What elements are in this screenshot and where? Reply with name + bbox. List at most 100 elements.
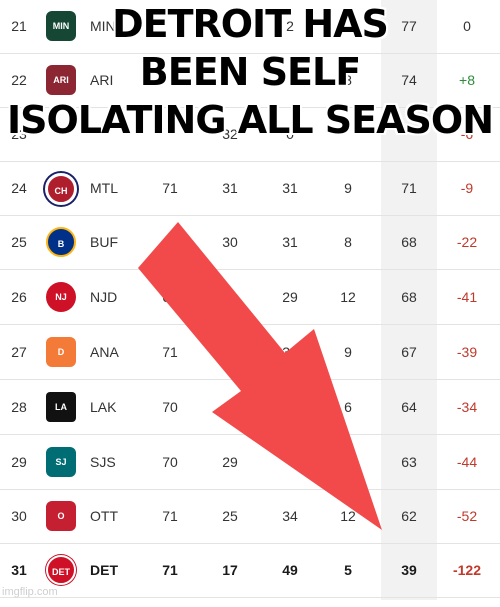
team-abbr: NJD	[90, 289, 118, 305]
games-played-cell: 71	[162, 344, 178, 360]
team-logo: MIN	[40, 0, 82, 53]
table-row[interactable]: 30 O OTT 71 25 34 12 62 -52	[0, 490, 500, 544]
games-played-cell	[142, 216, 198, 269]
points-cell: 39	[401, 562, 417, 578]
team-abbr: OTT	[90, 508, 118, 524]
goal-diff-cell: -41	[456, 289, 478, 305]
team-abbr: BUF	[90, 234, 118, 250]
team-abbr: MTL	[90, 180, 118, 196]
table-row[interactable]: 23 32 0 -6	[0, 108, 500, 162]
goal-diff-cell: -39	[456, 344, 478, 360]
meme-caption-line-1: DETROIT HAS	[112, 2, 389, 46]
wins-cell: 17	[222, 562, 238, 578]
rank-cell: 22	[11, 72, 27, 88]
points-cell: 64	[401, 399, 417, 415]
losses-cell: 29	[282, 289, 298, 305]
goal-diff-cell: -44	[456, 454, 478, 470]
points-cell: 68	[401, 234, 417, 250]
goal-diff-cell: +8	[459, 72, 475, 88]
wins-cell: 30	[222, 234, 238, 250]
points-cell: 71	[401, 180, 417, 196]
team-logo: SJ	[40, 436, 82, 489]
team-abbr: ARI	[90, 72, 114, 88]
points-cell: 77	[401, 18, 417, 34]
goal-diff-cell: 0	[463, 18, 471, 34]
goal-diff-cell: -22	[456, 234, 478, 250]
team-logo: O	[40, 490, 82, 543]
table-row[interactable]: 25 B BUF 30 31 8 68 -22	[0, 216, 500, 270]
points-cell: 74	[401, 72, 417, 88]
goal-diff-cell: -9	[460, 180, 474, 196]
overtime-losses-cell	[320, 436, 376, 489]
rank-cell: 26	[11, 289, 27, 305]
goal-diff-cell: -122	[452, 562, 482, 578]
sabres-logo: B	[46, 227, 76, 257]
table-row[interactable]: 21 MIN MIN 2 77 0	[0, 0, 500, 54]
table-row[interactable]: 22 ARI ARI 8 74 +8	[0, 54, 500, 108]
overtime-losses-cell: 6	[344, 399, 352, 415]
games-played-cell: 70	[162, 454, 178, 470]
team-abbr: ANA	[90, 344, 119, 360]
points-column-highlight	[381, 0, 437, 600]
red-wings-logo: DET	[46, 555, 76, 585]
meme-caption-line-3: ISOLATING ALL SEASON	[6, 98, 494, 142]
overtime-losses-cell: 9	[344, 180, 352, 196]
wins-cell: 31	[222, 180, 238, 196]
table-row[interactable]: 26 NJ NJD 69 8 29 12 68 -41	[0, 271, 500, 325]
team-logo: NJ	[40, 271, 82, 324]
losses-cell: 0	[286, 126, 294, 142]
team-logo: B	[40, 216, 82, 269]
rank-cell: 28	[11, 399, 27, 415]
goal-diff-cell: -6	[460, 126, 474, 142]
table-row[interactable]: 28 LA LAK 70 2 6 64 -34	[0, 381, 500, 435]
senators-logo: O	[46, 501, 76, 531]
team-abbr: DET	[90, 562, 118, 578]
rank-cell: 30	[11, 508, 27, 524]
wins-cell: 8	[226, 289, 234, 305]
wins-cell: 2	[226, 399, 234, 415]
rank-cell: 29	[11, 454, 27, 470]
team-logo: LA	[40, 381, 82, 434]
losses-cell	[262, 381, 318, 434]
team-abbr: LAK	[90, 399, 117, 415]
losses-cell: 2	[286, 18, 294, 34]
rank-cell: 25	[11, 234, 27, 250]
team-logo: D	[40, 326, 82, 379]
table-row[interactable]: 31 DET DET 71 17 49 5 39 -122	[0, 544, 500, 598]
rank-cell: 23	[11, 126, 27, 142]
goal-diff-cell: -34	[456, 399, 478, 415]
points-cell: 67	[401, 344, 417, 360]
ducks-logo: D	[46, 337, 76, 367]
losses-cell: 31	[282, 234, 298, 250]
table-row[interactable]: 24 CH MTL 71 31 31 9 71 -9	[0, 162, 500, 216]
overtime-losses-cell: 8	[344, 234, 352, 250]
meme-caption-line-2: BEEN SELF	[139, 50, 361, 94]
table-row[interactable]: 27 D ANA 71 33 9 67 -39	[0, 326, 500, 380]
team-abbr: MIN	[90, 18, 116, 34]
canadiens-logo: CH	[45, 173, 77, 205]
losses-cell: 33	[282, 344, 298, 360]
losses-cell	[262, 436, 318, 489]
rank-cell: 27	[11, 344, 27, 360]
losses-cell: 31	[282, 180, 298, 196]
losses-cell: 49	[282, 562, 298, 578]
team-logo: DET	[40, 544, 82, 597]
kings-logo: LA	[46, 392, 76, 422]
losses-cell: 34	[282, 508, 298, 524]
games-played-cell: 71	[162, 508, 178, 524]
points-cell: 68	[401, 289, 417, 305]
games-played-cell: 71	[162, 562, 178, 578]
wins-cell: 32	[222, 126, 238, 142]
points-cell: 63	[401, 454, 417, 470]
games-played-cell: 69	[162, 289, 178, 305]
team-logo: CH	[40, 162, 82, 215]
table-row[interactable]: 29 SJ SJS 70 29 63 -44	[0, 436, 500, 490]
team-abbr: SJS	[90, 454, 116, 470]
coyotes-logo: ARI	[46, 65, 76, 95]
wins-cell: 29	[222, 454, 238, 470]
team-logo: ARI	[40, 54, 82, 107]
imgflip-watermark: imgflip.com	[2, 586, 58, 598]
games-played-cell: 70	[162, 399, 178, 415]
wild-logo: MIN	[46, 11, 76, 41]
